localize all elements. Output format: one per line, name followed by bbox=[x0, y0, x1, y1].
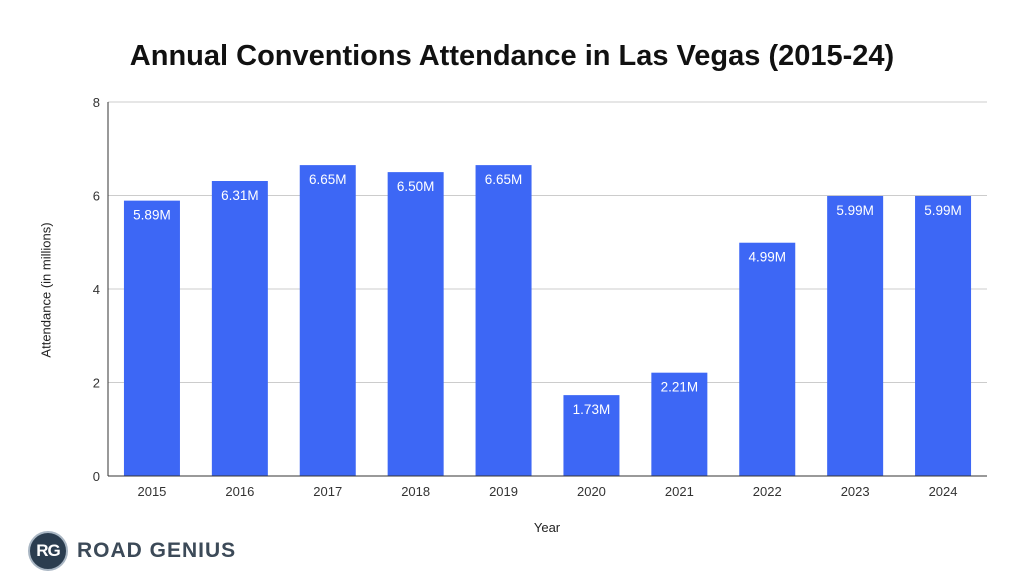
bar-data-label: 1.73M bbox=[573, 402, 611, 417]
x-tick-label: 2024 bbox=[929, 484, 958, 499]
x-tick-label: 2019 bbox=[489, 484, 518, 499]
y-tick-label: 2 bbox=[93, 376, 100, 391]
x-axis-label: Year bbox=[533, 520, 561, 535]
x-tick-label: 2021 bbox=[665, 484, 694, 499]
chart-title: Annual Conventions Attendance in Las Veg… bbox=[129, 40, 895, 72]
brand-badge: RG bbox=[28, 531, 68, 571]
x-tick-label: 2016 bbox=[225, 484, 254, 499]
y-tick-label: 0 bbox=[93, 469, 100, 484]
x-tick-label: 2017 bbox=[313, 484, 342, 499]
bar-2018 bbox=[387, 172, 444, 476]
bar-data-label: 5.89M bbox=[133, 208, 171, 223]
bar-2015 bbox=[123, 200, 180, 476]
road-genius-logo: RG ROAD GENIUS bbox=[28, 530, 236, 572]
y-tick-label: 8 bbox=[93, 95, 100, 110]
bar-2023 bbox=[827, 195, 884, 476]
bar-data-label: 5.99M bbox=[836, 203, 874, 218]
bar-2020 bbox=[563, 395, 620, 476]
bar-2021 bbox=[651, 372, 708, 476]
x-tick-label: 2018 bbox=[401, 484, 430, 499]
y-axis-label: Attendance (in millions) bbox=[38, 222, 54, 358]
y-tick-label: 6 bbox=[93, 189, 100, 204]
x-tick-label: 2023 bbox=[841, 484, 870, 499]
bar-data-label: 6.65M bbox=[309, 172, 347, 187]
brand-name: ROAD GENIUS bbox=[77, 539, 237, 562]
bar-data-label: 6.50M bbox=[397, 179, 435, 194]
x-tick-label: 2022 bbox=[753, 484, 782, 499]
x-tick-label: 2015 bbox=[137, 484, 166, 499]
bar-data-label: 6.65M bbox=[485, 172, 523, 187]
bar-data-label: 6.31M bbox=[221, 188, 259, 203]
bar-2024 bbox=[915, 195, 972, 476]
bar-data-label: 4.99M bbox=[748, 250, 786, 265]
bar-data-label: 2.21M bbox=[661, 380, 699, 395]
x-tick-label: 2020 bbox=[577, 484, 606, 499]
bar-2022 bbox=[739, 242, 796, 476]
bar-data-label: 5.99M bbox=[924, 203, 962, 218]
bar-2017 bbox=[299, 165, 356, 477]
bar-2016 bbox=[211, 181, 268, 476]
bar-2019 bbox=[475, 165, 532, 477]
y-tick-label: 4 bbox=[93, 282, 100, 297]
